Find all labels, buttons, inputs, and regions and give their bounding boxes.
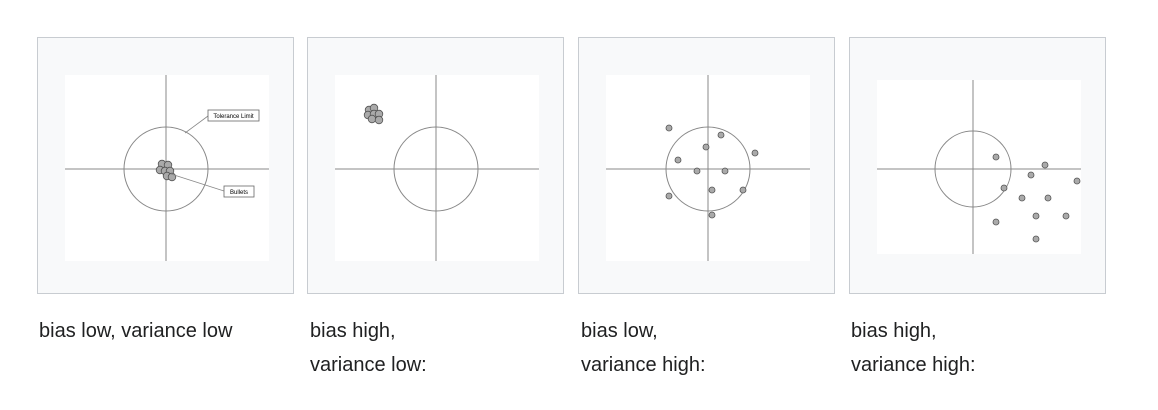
caption-line: bias low, (581, 320, 658, 342)
caption-bias-low-variance-low: bias low, variance low (39, 314, 309, 348)
diagram-panel-bias-low-variance-high (578, 37, 835, 294)
tolerance-circle (393, 126, 479, 212)
bullet (708, 211, 716, 219)
bullet (1044, 194, 1052, 202)
bullet (708, 186, 716, 194)
caption-line: bias high, (310, 320, 396, 342)
plot-area (877, 80, 1081, 254)
bullet (1062, 212, 1070, 220)
bullet (1018, 194, 1026, 202)
tolerance-circle (934, 130, 1012, 208)
bullet-scatter (992, 153, 1081, 243)
bullet (693, 167, 701, 175)
bullets-leader-line (170, 173, 225, 192)
bullet (702, 143, 710, 151)
diagram-panel-bias-high-variance-low (307, 37, 564, 294)
bullet (1073, 177, 1081, 185)
caption-line: variance high: (581, 354, 706, 376)
bullet-scatter (665, 124, 759, 219)
bullet (992, 218, 1000, 226)
caption-line: bias low, variance low (39, 320, 233, 342)
caption-bias-high-variance-low: bias high, variance low: (310, 314, 580, 382)
target-diagram (606, 75, 810, 261)
bullet (1041, 161, 1049, 169)
caption-line: variance high: (851, 354, 976, 376)
bullet (1032, 212, 1040, 220)
bullet-cluster (155, 159, 177, 182)
bullet (665, 124, 673, 132)
bullet (665, 192, 673, 200)
bullet (1032, 235, 1040, 243)
caption-bias-high-variance-high: bias high, variance high: (851, 314, 1121, 382)
target-diagram: Tolerance Limit Bullets (65, 75, 269, 261)
diagram-panel-bias-high-variance-high (849, 37, 1106, 294)
bullets-label-box (223, 185, 255, 198)
bullet-cluster (363, 103, 384, 125)
target-diagram (877, 80, 1081, 254)
bullet (374, 115, 384, 125)
target-diagram (335, 75, 539, 261)
bullet (751, 149, 759, 157)
caption-line: bias high, (851, 320, 937, 342)
bullet (674, 156, 682, 164)
tolerance-leader-line (184, 115, 209, 134)
diagram-panel-bias-low-variance-low: Tolerance Limit Bullets (37, 37, 294, 294)
bullet (367, 114, 377, 124)
bullet (739, 186, 747, 194)
caption-line: variance low: (310, 354, 427, 376)
bullet (1027, 171, 1035, 179)
bullet (717, 131, 725, 139)
plot-area (335, 75, 539, 261)
bullet (992, 153, 1000, 161)
tolerance-circle (123, 126, 209, 212)
caption-bias-low-variance-high: bias low, variance high: (581, 314, 851, 382)
tolerance-label-box (207, 109, 260, 122)
bullet (1000, 184, 1008, 192)
bullet (721, 167, 729, 175)
tolerance-circle (665, 126, 751, 212)
bullets-label: Bullets (230, 190, 248, 196)
tolerance-label: Tolerance Limit (213, 114, 254, 120)
